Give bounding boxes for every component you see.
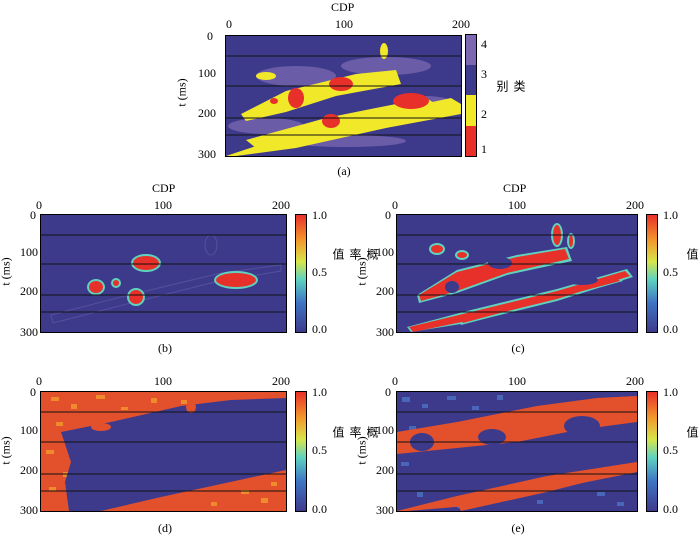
heatmap-a-svg — [226, 36, 461, 156]
horizon-lines-d — [41, 411, 286, 492]
ytick-a-1: 100 — [198, 66, 216, 80]
ytick-b-3: 300 — [20, 325, 38, 339]
cbar-b-tick-1: 1.0 — [312, 208, 327, 222]
cbar-c-tick-05: 0.5 — [663, 265, 678, 279]
xtick-a-1: 100 — [335, 17, 353, 31]
heatmap-b-svg — [41, 215, 286, 332]
cbar-c-tick-0: 0.0 — [663, 322, 678, 336]
cbar-a-tick-3: 3 — [481, 67, 487, 81]
class2-bodies-a — [226, 43, 461, 156]
xtick-a-2: 200 — [452, 17, 470, 31]
cbar-d-tick-05: 0.5 — [312, 443, 327, 457]
xtick-c-2: 200 — [626, 198, 644, 212]
horizon-lines-c — [397, 234, 637, 313]
ytick-d-2: 200 — [20, 463, 38, 477]
low-prob-holes-e — [410, 416, 609, 480]
ylabel-e: t (ms) — [354, 436, 369, 465]
ytick-d-0: 0 — [30, 385, 36, 399]
caption-d: (d) — [158, 521, 172, 535]
cbar-d-tick-0: 0.0 — [312, 502, 327, 516]
xtick-a-0: 0 — [226, 17, 232, 31]
xtick-b-2: 200 — [272, 198, 290, 212]
xtick-b-1: 100 — [154, 198, 172, 212]
ytick-b-0: 0 — [30, 208, 36, 222]
heatmap-e — [396, 391, 638, 512]
ylabel-a: t (ms) — [174, 78, 189, 107]
class1-bodies-a — [270, 77, 429, 128]
heatmap-b — [40, 214, 287, 333]
colorbar-d — [295, 391, 307, 512]
cbar-a-tick-1: 1 — [481, 142, 487, 156]
ytick-e-3: 300 — [376, 503, 394, 517]
cbar-e-tick-0: 0.0 — [663, 502, 678, 516]
xlabel-a: CDP — [331, 0, 355, 14]
heatmap-c-svg — [397, 215, 637, 332]
colorbar-c — [646, 214, 658, 333]
xtick-b-0: 0 — [36, 198, 42, 212]
horizon-lines-b — [41, 234, 286, 313]
colorbar-b — [295, 214, 307, 333]
ylabel-d: t (ms) — [0, 436, 13, 465]
high-prob-bodies-b — [87, 254, 258, 306]
heatmap-d — [40, 391, 287, 512]
speckle-d — [46, 395, 277, 506]
cbar-b-title: 概率值 — [331, 248, 379, 261]
ytick-a-2: 200 — [198, 106, 216, 120]
ylabel-b: t (ms) — [0, 257, 13, 286]
horizon-lines-e — [397, 411, 637, 492]
xtick-c-1: 100 — [508, 198, 526, 212]
ytick-c-2: 200 — [376, 284, 394, 298]
horizon-lines-a — [226, 55, 461, 136]
heatmap-c — [396, 214, 638, 333]
xtick-e-1: 100 — [508, 374, 526, 388]
ytick-d-3: 300 — [20, 503, 38, 517]
background-c — [397, 215, 637, 332]
heatmap-d-svg — [41, 392, 286, 511]
cbar-c-tick-1: 1.0 — [663, 208, 678, 222]
caption-a: (a) — [337, 164, 351, 178]
low-prob-region-d — [61, 398, 286, 511]
caption-c: (c) — [511, 341, 525, 355]
ytick-a-0: 0 — [207, 29, 213, 43]
ytick-d-1: 100 — [20, 423, 38, 437]
colorbar-e — [646, 391, 658, 512]
xtick-d-1: 100 — [154, 374, 172, 388]
ytick-c-1: 100 — [376, 245, 394, 259]
cbar-a-title: 类别 — [495, 80, 526, 93]
xtick-e-2: 200 — [626, 374, 644, 388]
cbar-d-tick-1: 1.0 — [312, 385, 327, 399]
ytick-e-0: 0 — [385, 385, 391, 399]
caption-e: (e) — [511, 521, 525, 535]
xtick-d-2: 200 — [272, 374, 290, 388]
heatmap-a — [225, 35, 462, 157]
heatmap-e-svg — [397, 392, 637, 511]
ytick-b-2: 200 — [20, 284, 38, 298]
xlabel-b: CDP — [152, 181, 176, 195]
cbar-d-title: 概率值 — [331, 426, 379, 439]
cbar-e-tick-1: 1.0 — [663, 385, 678, 399]
cbar-e-tick-05: 0.5 — [663, 443, 678, 457]
cbar-c-title: 概率值 — [685, 248, 699, 261]
ylabel-c: t (ms) — [354, 257, 369, 286]
ytick-c-3: 300 — [376, 325, 394, 339]
cbar-b-tick-05: 0.5 — [312, 265, 327, 279]
ytick-a-3: 300 — [198, 147, 216, 161]
caption-b: (b) — [158, 341, 172, 355]
ytick-e-1: 100 — [376, 423, 394, 437]
xtick-c-0: 0 — [392, 198, 398, 212]
ytick-b-1: 100 — [20, 245, 38, 259]
low-prob-inclusions-d — [91, 401, 196, 431]
ytick-c-0: 0 — [385, 208, 391, 222]
ytick-e-2: 200 — [376, 463, 394, 477]
cbar-a-tick-2: 2 — [481, 107, 487, 121]
cbar-b-tick-0: 0.0 — [312, 322, 327, 336]
colorbar-a — [465, 34, 477, 157]
cbar-e-title: 概率值 — [685, 426, 699, 439]
cbar-a-tick-4: 4 — [481, 37, 487, 51]
xlabel-c: CDP — [503, 181, 527, 195]
low-prob-holes-c — [445, 257, 598, 304]
xtick-e-0: 0 — [392, 374, 398, 388]
xtick-d-0: 0 — [36, 374, 42, 388]
